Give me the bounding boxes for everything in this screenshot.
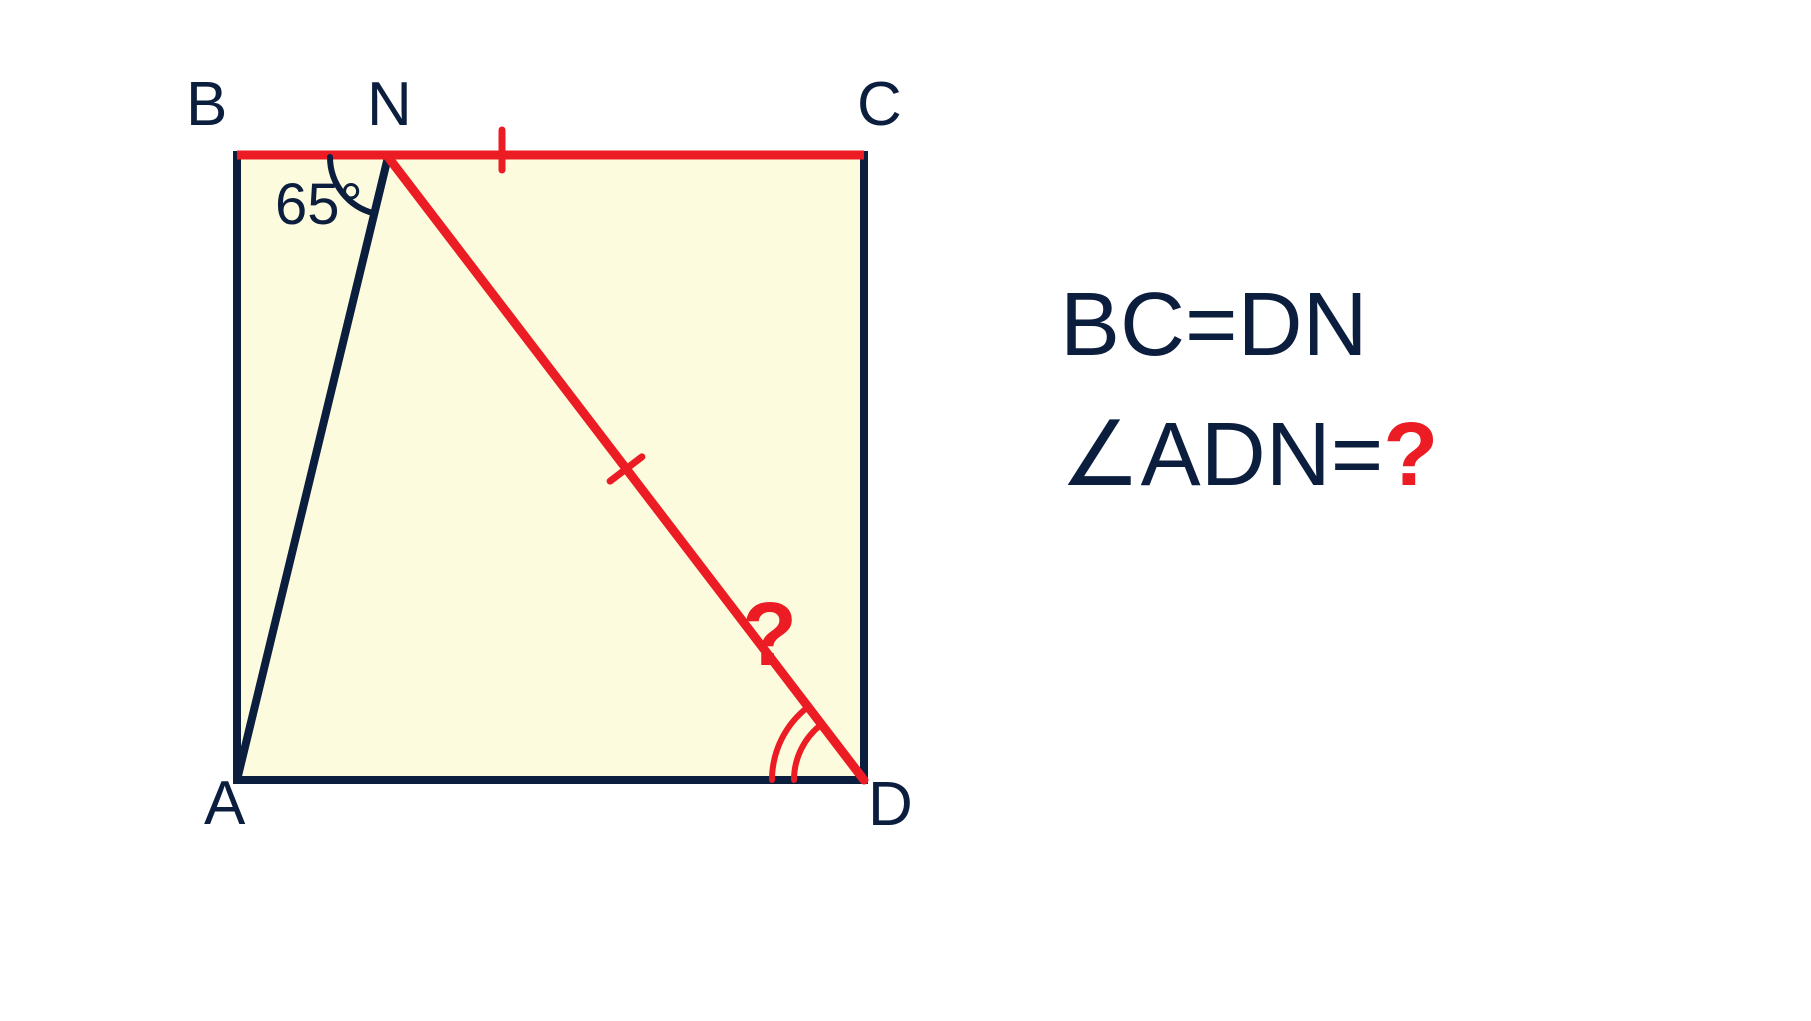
given-line-1: BC=DN — [1060, 280, 1368, 370]
label-C-text: C — [857, 70, 902, 139]
label-N: N — [367, 74, 412, 136]
label-A-text: A — [204, 769, 245, 838]
given-line-2: ∠ADN=? — [1060, 410, 1438, 500]
label-B-text: B — [186, 70, 227, 139]
question-mark-D-text: ? — [742, 585, 797, 685]
label-N-text: N — [367, 70, 412, 139]
label-C: C — [857, 74, 902, 136]
stage: A B C D N 65° ? BC=DN ∠ADN=? — [0, 0, 1811, 1021]
given-line-1-text: BC=DN — [1060, 275, 1368, 375]
label-D-text: D — [868, 770, 913, 839]
question-mark-D: ? — [742, 590, 797, 680]
label-D: D — [868, 774, 913, 836]
label-A: A — [204, 773, 245, 835]
angle-65-text: 65° — [275, 172, 363, 237]
given-line-2-q: ? — [1383, 405, 1438, 505]
label-B: B — [186, 74, 227, 136]
geometry-diagram — [0, 0, 1811, 1021]
angle-65-label: 65° — [275, 176, 363, 234]
given-line-2-pre: ∠ADN= — [1060, 405, 1383, 505]
